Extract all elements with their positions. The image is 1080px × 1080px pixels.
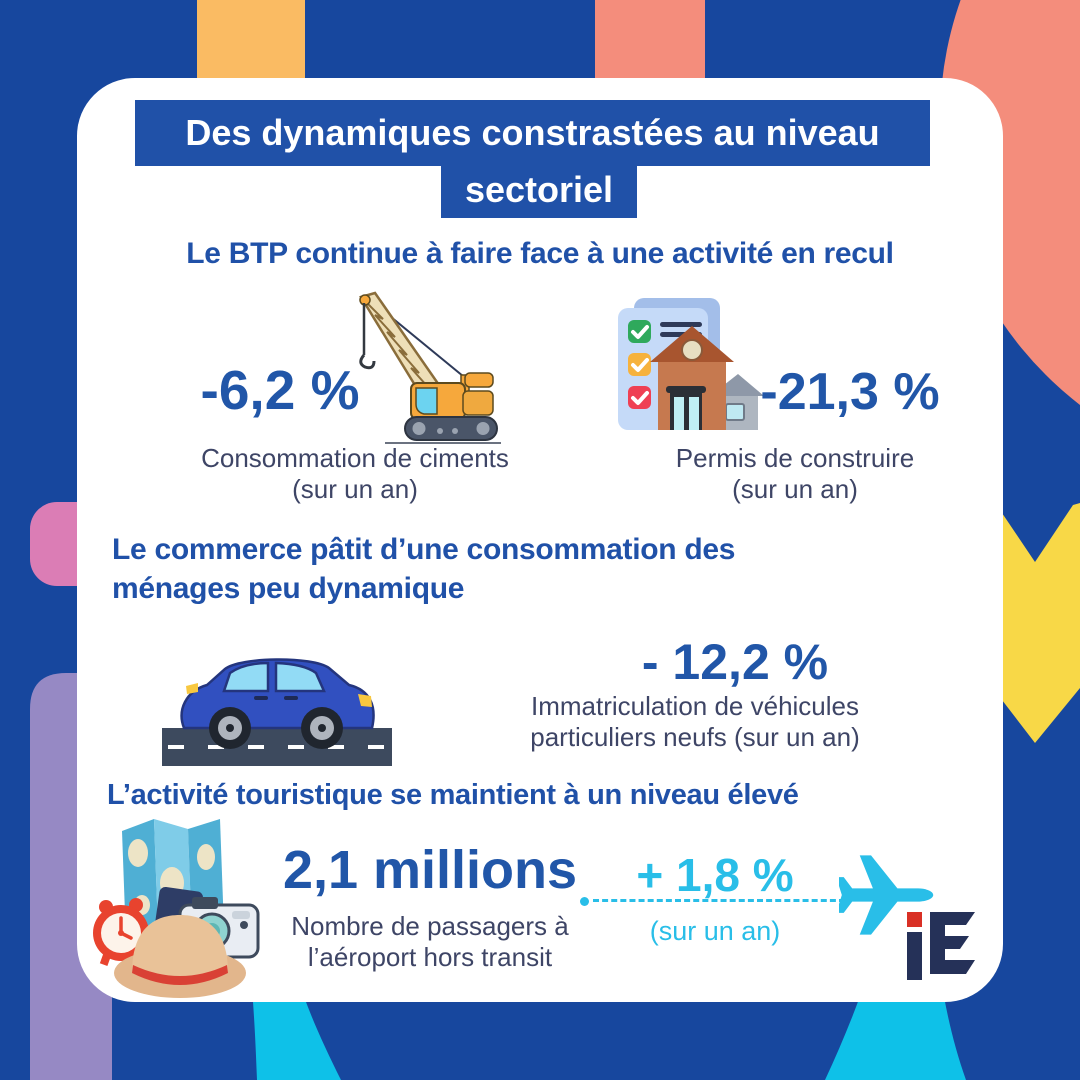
- travel-icon: [93, 819, 260, 998]
- coral-bar-shape: [595, 0, 705, 90]
- registration-label-line2: particuliers neufs (sur un an): [530, 722, 860, 752]
- ie-logo: [907, 912, 975, 980]
- permit-label-line1: Permis de construire: [675, 443, 915, 473]
- growth-stat-value: + 1,8 %: [636, 849, 794, 901]
- cement-label-line2: (sur un an): [292, 474, 418, 504]
- title-banner-line2: sectoriel: [441, 166, 637, 218]
- passengers-stat-value: 2,1 millions: [282, 840, 578, 900]
- cement-stat-value: -6,2 %: [200, 359, 360, 421]
- car-icon: [162, 658, 392, 766]
- cement-stat-label: Consommation de ciments (sur un an): [172, 443, 538, 505]
- building-permit-icon: [618, 298, 764, 430]
- title-banner-line1: Des dynamiques constrastées au niveau: [135, 100, 930, 166]
- yellow-chevron-shape: [1002, 503, 1080, 743]
- registration-stat-label: Immatriculation de véhicules particulier…: [515, 691, 875, 753]
- commerce-section-heading: Le commerce pâtit d’une consommation des…: [112, 533, 736, 605]
- orange-bar-shape: [197, 0, 305, 90]
- tourism-section-heading: L’activité touristique se maintient à un…: [107, 779, 799, 811]
- btp-section-heading: Le BTP continue à faire face à une activ…: [186, 237, 894, 270]
- airplane-icon: [839, 855, 934, 935]
- cement-label-line1: Consommation de ciments: [201, 443, 509, 473]
- flight-path-dashed-line: [593, 899, 845, 902]
- passengers-stat-label: Nombre de passagers à l’aéroport hors tr…: [260, 911, 600, 973]
- content-card: Des dynamiques constrastées au niveau se…: [77, 78, 1003, 1002]
- registration-stat-value: - 12,2 %: [641, 634, 829, 690]
- flight-path-dot: [580, 897, 589, 906]
- crane-icon: [359, 291, 501, 444]
- permit-stat-label: Permis de construire (sur un an): [635, 443, 955, 505]
- permit-stat-value: -21,3 %: [760, 363, 940, 421]
- passengers-label-line2: l’aéroport hors transit: [307, 942, 553, 972]
- permit-label-line2: (sur un an): [732, 474, 858, 504]
- cyan-arc-left-shape: [253, 1002, 341, 1080]
- growth-stat-label: (sur un an): [649, 916, 781, 946]
- registration-label-line1: Immatriculation de véhicules: [530, 691, 860, 721]
- passengers-label-line1: Nombre de passagers à: [291, 911, 569, 941]
